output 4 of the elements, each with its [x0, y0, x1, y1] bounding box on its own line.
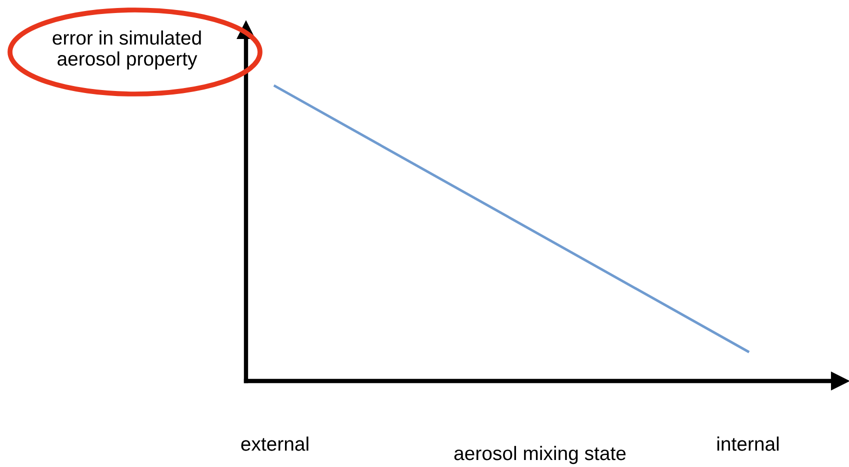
y-axis-title: error in simulated aerosol property — [52, 30, 201, 70]
x-tick-label: external — [241, 436, 308, 451]
x-tick-label: internal — [717, 436, 779, 451]
x-axis-title: aerosol mixing state — [454, 446, 626, 464]
